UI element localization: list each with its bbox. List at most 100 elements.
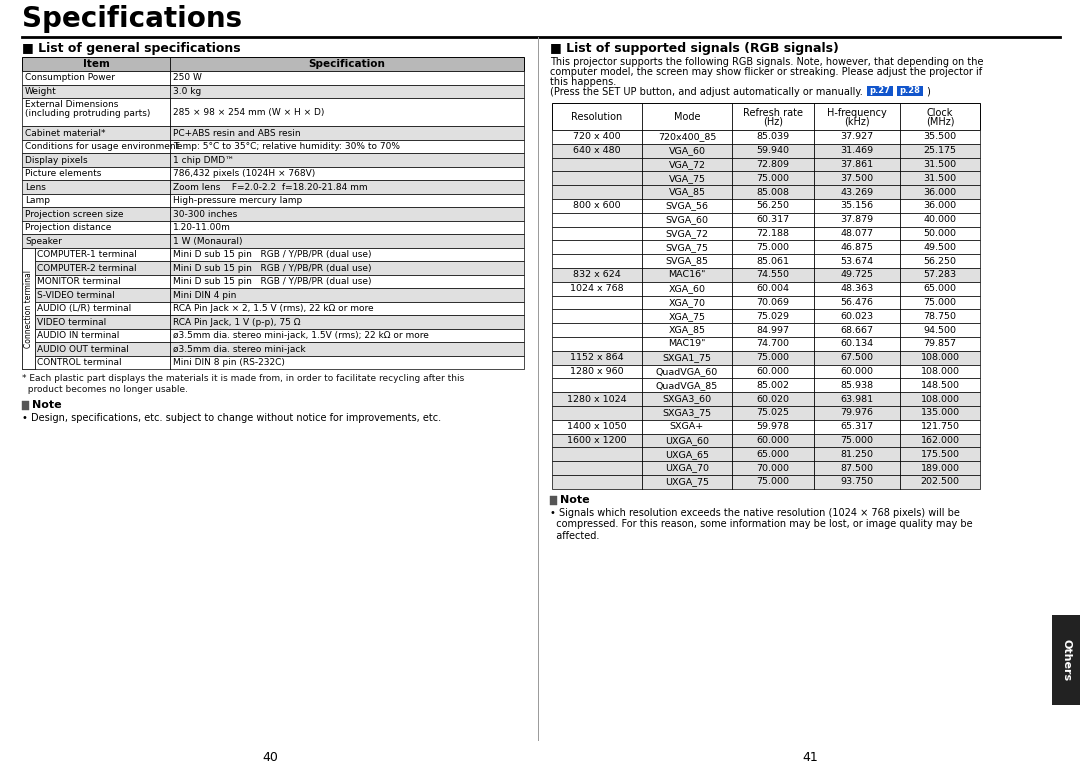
Text: 250 W: 250 W (173, 73, 202, 82)
Bar (552, 268, 980, 282)
Text: 1 chip DMD™: 1 chip DMD™ (173, 156, 234, 165)
Text: Mini DIN 4 pin: Mini DIN 4 pin (173, 291, 237, 300)
Text: VGA_85: VGA_85 (669, 188, 705, 197)
Text: Refresh rate: Refresh rate (743, 108, 804, 118)
Bar (552, 365, 980, 378)
Text: 800 x 600: 800 x 600 (573, 201, 621, 211)
Text: 60.020: 60.020 (756, 394, 789, 404)
Bar (22, 248, 524, 262)
Text: ■ List of supported signals (RGB signals): ■ List of supported signals (RGB signals… (550, 42, 839, 55)
Text: 37.879: 37.879 (840, 215, 874, 224)
Text: 720 x 400: 720 x 400 (573, 133, 621, 141)
Text: Clock: Clock (927, 108, 954, 118)
Text: 37.500: 37.500 (840, 174, 874, 183)
Text: 48.077: 48.077 (840, 229, 874, 238)
Bar (867, 86, 893, 96)
Text: QuadVGA_60: QuadVGA_60 (656, 367, 718, 376)
Bar (552, 103, 980, 130)
Text: SVGA_60: SVGA_60 (665, 215, 708, 224)
Bar (552, 185, 980, 199)
Bar (22, 180, 524, 194)
Text: 70.000: 70.000 (756, 464, 789, 472)
Text: • Design, specifications, etc. subject to change without notice for improvements: • Design, specifications, etc. subject t… (22, 414, 441, 423)
Text: 63.981: 63.981 (840, 394, 874, 404)
Text: MAC19": MAC19" (669, 340, 705, 349)
Text: Projection distance: Projection distance (25, 223, 111, 232)
Text: 87.500: 87.500 (840, 464, 874, 472)
Text: 135.000: 135.000 (920, 408, 959, 417)
Text: 79.857: 79.857 (923, 340, 957, 349)
Text: Zoom lens    F=2.0-2.2  f=18.20-21.84 mm: Zoom lens F=2.0-2.2 f=18.20-21.84 mm (173, 182, 367, 192)
Text: UXGA_65: UXGA_65 (665, 450, 708, 459)
Text: Note: Note (561, 494, 590, 505)
Text: 1152 x 864: 1152 x 864 (570, 353, 624, 362)
Text: 108.000: 108.000 (920, 394, 959, 404)
Text: 41: 41 (802, 751, 818, 763)
Text: Lamp: Lamp (25, 196, 50, 205)
Text: PC+ABS resin and ABS resin: PC+ABS resin and ABS resin (173, 129, 300, 137)
Text: ■ List of general specifications: ■ List of general specifications (22, 42, 241, 55)
Text: SVGA_75: SVGA_75 (665, 243, 708, 252)
Bar (22, 401, 29, 410)
Bar (552, 337, 980, 351)
Text: 36.000: 36.000 (923, 201, 957, 211)
Text: 53.674: 53.674 (840, 256, 874, 266)
Text: 65.000: 65.000 (923, 284, 957, 293)
Text: VIDEO terminal: VIDEO terminal (37, 317, 106, 327)
Text: Mini D sub 15 pin   RGB / Y/PB/PR (dual use): Mini D sub 15 pin RGB / Y/PB/PR (dual us… (173, 250, 372, 259)
Text: Projection screen size: Projection screen size (25, 210, 123, 219)
Bar (22, 221, 524, 234)
Text: 1280 x 960: 1280 x 960 (570, 367, 624, 376)
Bar (22, 153, 524, 167)
Text: 74.700: 74.700 (756, 340, 789, 349)
Text: 75.000: 75.000 (756, 478, 789, 486)
Bar (22, 343, 524, 356)
Text: XGA_70: XGA_70 (669, 298, 705, 307)
Text: 56.476: 56.476 (840, 298, 874, 307)
Text: 50.000: 50.000 (923, 229, 957, 238)
Bar (552, 130, 980, 143)
Text: 75.025: 75.025 (756, 408, 789, 417)
Text: Speaker: Speaker (25, 237, 62, 246)
Bar (22, 167, 524, 180)
Bar (552, 158, 980, 172)
Text: Specifications: Specifications (22, 5, 242, 33)
Bar (552, 227, 980, 240)
Text: 31.469: 31.469 (840, 146, 874, 155)
Text: 48.363: 48.363 (840, 284, 874, 293)
Bar (552, 199, 980, 213)
Bar (552, 254, 980, 268)
Bar (897, 86, 923, 96)
Text: 1280 x 1024: 1280 x 1024 (567, 394, 626, 404)
Bar (552, 378, 980, 392)
Text: 49.725: 49.725 (840, 270, 874, 279)
Text: COMPUTER-2 terminal: COMPUTER-2 terminal (37, 263, 137, 272)
Text: 30-300 inches: 30-300 inches (173, 210, 238, 219)
Text: 84.997: 84.997 (756, 326, 789, 335)
Bar (552, 447, 980, 461)
Text: 108.000: 108.000 (920, 353, 959, 362)
Text: 85.938: 85.938 (840, 381, 874, 390)
Text: this happens.: this happens. (550, 77, 617, 87)
Text: 65.317: 65.317 (840, 422, 874, 431)
Bar (552, 143, 980, 158)
Text: VGA_72: VGA_72 (669, 160, 705, 169)
Text: 189.000: 189.000 (920, 464, 959, 472)
Text: 108.000: 108.000 (920, 367, 959, 376)
Text: 78.750: 78.750 (923, 312, 957, 320)
Text: (kHz): (kHz) (845, 117, 869, 127)
Text: Resolution: Resolution (571, 111, 623, 121)
Bar (552, 240, 980, 254)
Bar (552, 392, 980, 406)
Bar (22, 234, 524, 248)
Text: S-VIDEO terminal: S-VIDEO terminal (37, 291, 114, 300)
Text: 640 x 480: 640 x 480 (573, 146, 621, 155)
Text: Specification: Specification (309, 59, 386, 69)
Text: 175.500: 175.500 (920, 450, 959, 459)
Text: CONTROL terminal: CONTROL terminal (37, 358, 122, 367)
Text: 60.134: 60.134 (840, 340, 874, 349)
Text: XGA_85: XGA_85 (669, 326, 705, 335)
Bar (1052, 615, 1080, 705)
Text: 46.875: 46.875 (840, 243, 874, 252)
Bar (22, 329, 524, 343)
